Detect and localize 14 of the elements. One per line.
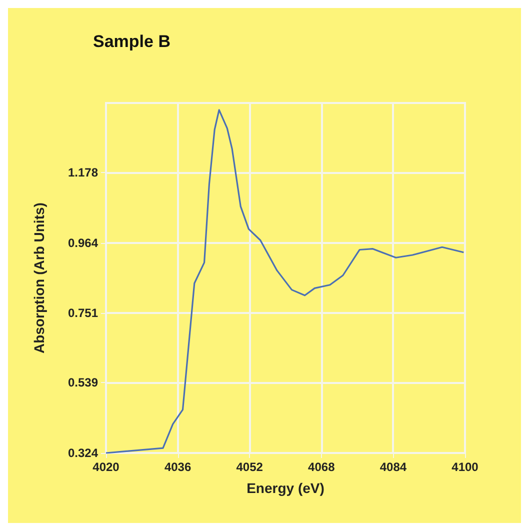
x-tick-label: 4084 xyxy=(380,460,407,474)
y-axis-title: Absorption (Arb Units) xyxy=(31,202,47,354)
x-tick-label: 4100 xyxy=(452,460,479,474)
x-axis-title: Energy (eV) xyxy=(246,480,324,496)
y-tick-label: 0.324 xyxy=(68,446,98,460)
x-tick-label: 4068 xyxy=(308,460,336,474)
y-tick-label: 1.178 xyxy=(68,166,98,180)
chart-title: Sample B xyxy=(93,32,170,51)
x-tick-label: 4020 xyxy=(92,460,120,474)
y-tick-label: 0.539 xyxy=(68,375,98,390)
y-tick-label: 0.964 xyxy=(68,236,98,250)
x-tick-label: 4036 xyxy=(164,460,192,474)
x-tick-label: 4052 xyxy=(236,460,264,474)
y-tick-label: 0.751 xyxy=(68,306,98,320)
